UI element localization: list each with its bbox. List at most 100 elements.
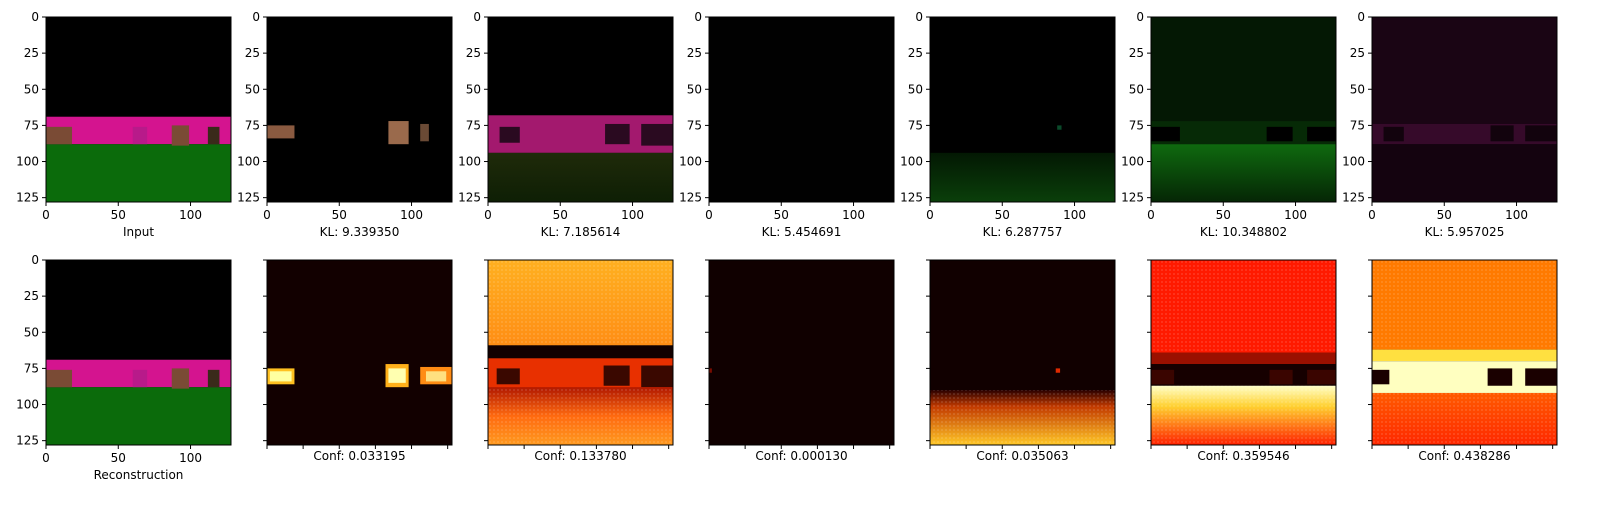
subplot-frame bbox=[929, 259, 1116, 446]
y-tick-label: 25 bbox=[466, 46, 481, 60]
y-tick-label: 50 bbox=[1350, 82, 1365, 96]
subplot-caption: KL: 5.957025 bbox=[1425, 225, 1505, 239]
y-tick-label: 25 bbox=[24, 289, 39, 303]
subplot-frame bbox=[487, 259, 674, 446]
y-tick-label: 0 bbox=[915, 10, 923, 24]
y-tick-label: 50 bbox=[908, 82, 923, 96]
subplot-bottom-6: Conf: 0.359546 bbox=[1147, 259, 1337, 463]
subplot-bottom-4: Conf: 0.000130 bbox=[705, 259, 895, 463]
y-tick-label: 100 bbox=[900, 155, 923, 169]
y-tick-label: 25 bbox=[24, 46, 39, 60]
subplot-image bbox=[267, 17, 452, 202]
x-tick-label: 100 bbox=[1284, 208, 1307, 222]
subplot-image bbox=[488, 17, 673, 202]
subplot-top-6: 0 50 100 0 25 50 75 100 125 KL: 10.348802 bbox=[1121, 10, 1337, 239]
y-tick-label: 75 bbox=[908, 118, 923, 132]
subplot-bottom-5: Conf: 0.035063 bbox=[926, 259, 1116, 463]
x-tick-label: 50 bbox=[1437, 208, 1452, 222]
y-tick-label: 50 bbox=[24, 82, 39, 96]
y-tick-label: 50 bbox=[1129, 82, 1144, 96]
y-tick-label: 125 bbox=[1121, 191, 1144, 205]
x-tick-label: 50 bbox=[111, 451, 126, 465]
x-tick-label: 50 bbox=[553, 208, 568, 222]
subplot-caption: KL: 9.339350 bbox=[320, 225, 400, 239]
y-tick-label: 25 bbox=[1129, 46, 1144, 60]
x-tick-label: 0 bbox=[926, 208, 934, 222]
y-tick-label: 75 bbox=[687, 118, 702, 132]
x-tick-label: 0 bbox=[42, 208, 50, 222]
subplot-frame bbox=[1371, 16, 1558, 203]
subplot-caption: Conf: 0.133780 bbox=[534, 449, 626, 463]
subplot-caption: KL: 6.287757 bbox=[983, 225, 1063, 239]
subplot-caption: Input bbox=[123, 225, 154, 239]
y-tick-label: 75 bbox=[1350, 118, 1365, 132]
subplot-caption: Conf: 0.035063 bbox=[976, 449, 1068, 463]
y-tick-label: 25 bbox=[245, 46, 260, 60]
y-tick-label: 125 bbox=[1342, 191, 1365, 205]
x-tick-label: 100 bbox=[400, 208, 423, 222]
subplot-frame bbox=[708, 16, 895, 203]
subplot-top-5: 0 50 100 0 25 50 75 100 125 KL: 6.287757 bbox=[900, 10, 1116, 239]
y-tick-label: 100 bbox=[237, 155, 260, 169]
y-tick-label: 50 bbox=[24, 325, 39, 339]
subplot-image bbox=[1372, 17, 1557, 202]
y-tick-label: 125 bbox=[16, 191, 39, 205]
x-tick-label: 100 bbox=[179, 208, 202, 222]
y-tick-label: 125 bbox=[458, 191, 481, 205]
y-tick-label: 50 bbox=[245, 82, 260, 96]
y-tick-label: 25 bbox=[687, 46, 702, 60]
y-tick-label: 125 bbox=[16, 434, 39, 448]
y-tick-label: 50 bbox=[466, 82, 481, 96]
subplot-image bbox=[930, 260, 1115, 445]
x-tick-label: 0 bbox=[484, 208, 492, 222]
y-tick-label: 100 bbox=[1342, 155, 1365, 169]
subplot-top-3: 0 50 100 0 25 50 75 100 125 KL: 7.185614 bbox=[458, 10, 674, 239]
y-tick-label: 75 bbox=[466, 118, 481, 132]
x-tick-label: 0 bbox=[42, 451, 50, 465]
subplot-image bbox=[930, 17, 1115, 202]
y-tick-label: 0 bbox=[252, 10, 260, 24]
y-tick-label: 100 bbox=[16, 398, 39, 412]
y-tick-label: 100 bbox=[16, 155, 39, 169]
subplot-image bbox=[1372, 260, 1557, 445]
subplot-frame bbox=[487, 16, 674, 203]
subplot-frame bbox=[1150, 16, 1337, 203]
y-tick-label: 0 bbox=[31, 253, 39, 267]
subplot-bottom-2: Conf: 0.033195 bbox=[263, 259, 453, 463]
subplot-image bbox=[1151, 17, 1336, 202]
subplot-caption: Conf: 0.000130 bbox=[755, 449, 847, 463]
x-tick-label: 0 bbox=[1368, 208, 1376, 222]
x-tick-label: 100 bbox=[621, 208, 644, 222]
subplot-caption: Reconstruction bbox=[94, 468, 184, 482]
subplot-image bbox=[267, 260, 452, 445]
subplot-caption: KL: 7.185614 bbox=[541, 225, 621, 239]
subplot-caption: KL: 10.348802 bbox=[1200, 225, 1287, 239]
subplot-image bbox=[46, 260, 231, 445]
subplot-image bbox=[46, 17, 231, 202]
y-tick-label: 50 bbox=[687, 82, 702, 96]
x-tick-label: 0 bbox=[705, 208, 713, 222]
x-tick-label: 50 bbox=[111, 208, 126, 222]
subplot-bottom-1: 0 50 100 0 25 50 75 100 125 Reconstruction bbox=[16, 253, 232, 482]
y-tick-label: 100 bbox=[679, 155, 702, 169]
subplot-bottom-3: Conf: 0.133780 bbox=[484, 259, 674, 463]
y-tick-label: 125 bbox=[679, 191, 702, 205]
x-tick-label: 50 bbox=[995, 208, 1010, 222]
subplot-top-2: 0 50 100 0 25 50 75 100 125 KL: 9.339350 bbox=[237, 10, 453, 239]
y-tick-label: 125 bbox=[900, 191, 923, 205]
y-tick-label: 100 bbox=[1121, 155, 1144, 169]
y-tick-label: 75 bbox=[1129, 118, 1144, 132]
subplot-top-4: 0 50 100 0 25 50 75 100 125 KL: 5.454691 bbox=[679, 10, 895, 239]
y-tick-label: 75 bbox=[24, 361, 39, 375]
x-tick-label: 50 bbox=[1216, 208, 1231, 222]
subplot-frame bbox=[1150, 259, 1337, 446]
y-tick-label: 125 bbox=[237, 191, 260, 205]
subplot-caption: Conf: 0.033195 bbox=[313, 449, 405, 463]
subplot-image bbox=[709, 260, 894, 445]
subplot-frame bbox=[45, 16, 232, 203]
y-tick-label: 0 bbox=[473, 10, 481, 24]
subplot-top-1: 0 50 100 0 25 50 75 100 125 Input bbox=[16, 10, 232, 239]
y-tick-label: 0 bbox=[1136, 10, 1144, 24]
y-tick-label: 0 bbox=[1357, 10, 1365, 24]
